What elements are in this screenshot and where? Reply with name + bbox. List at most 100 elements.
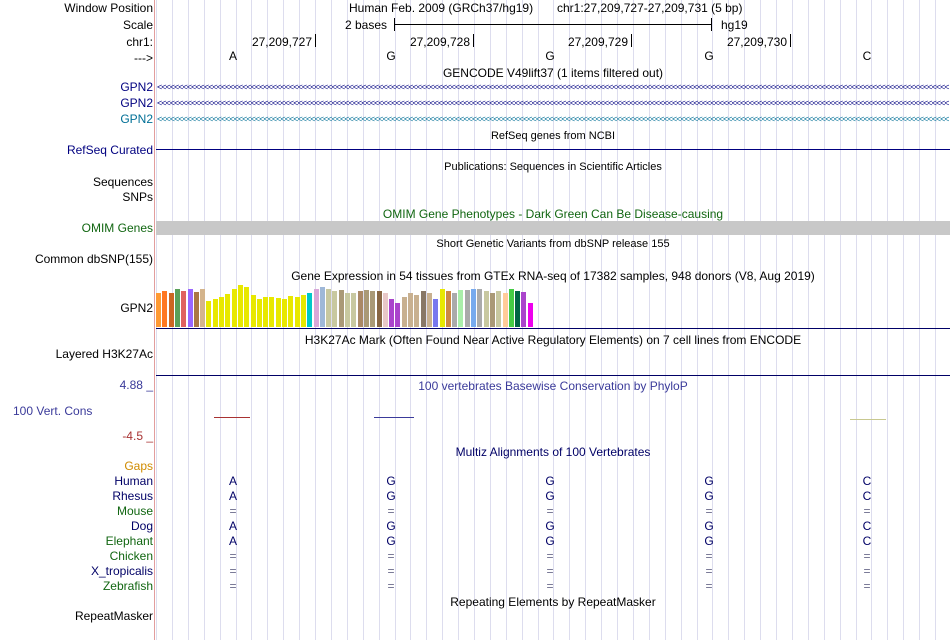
gtex-tissue-bar[interactable] bbox=[363, 290, 369, 327]
gtex-tissue-bar[interactable] bbox=[483, 291, 489, 327]
gtex-tissue-bar[interactable] bbox=[156, 293, 161, 327]
gtex-tissue-bar[interactable] bbox=[389, 299, 395, 327]
species-label[interactable]: Zebrafish bbox=[102, 579, 153, 593]
species-label[interactable]: Chicken bbox=[109, 549, 153, 563]
gtex-tissue-bar[interactable] bbox=[439, 289, 445, 327]
gtex-tissue-bar[interactable] bbox=[200, 289, 206, 327]
ruler-position: 27,209,729 bbox=[567, 35, 628, 49]
gtex-tissue-bar[interactable] bbox=[244, 287, 250, 327]
gtex-tissue-bar[interactable] bbox=[458, 290, 464, 327]
phylop-label[interactable]: 100 Vert. Cons bbox=[13, 404, 93, 418]
layered-h3k27ac-label[interactable]: Layered H3K27Ac bbox=[55, 347, 153, 361]
gtex-tissue-bar[interactable] bbox=[313, 289, 319, 327]
gtex-tissue-bar[interactable] bbox=[181, 291, 187, 327]
gtex-tissue-bar[interactable] bbox=[307, 293, 313, 327]
omim-gene-bar[interactable] bbox=[156, 221, 950, 235]
species-label[interactable]: Dog bbox=[130, 519, 153, 533]
publications-track-title[interactable]: Publications: Sequences in Scientific Ar… bbox=[444, 161, 662, 173]
gtex-tissue-bar[interactable] bbox=[376, 291, 382, 327]
gtex-tissue-bar[interactable] bbox=[508, 289, 514, 327]
gtex-tissue-bar[interactable] bbox=[496, 291, 502, 327]
gtex-tissue-bar[interactable] bbox=[288, 296, 294, 327]
gtex-tissue-bar[interactable] bbox=[332, 291, 338, 327]
gtex-tissue-bar[interactable] bbox=[326, 289, 332, 327]
gtex-tissue-bar[interactable] bbox=[426, 293, 432, 327]
window-coords[interactable]: chr1:27,209,727-27,209,731 (5 bp) bbox=[557, 1, 743, 15]
gtex-tissue-bar[interactable] bbox=[471, 289, 476, 327]
phylop-track-title[interactable]: 100 vertebrates Basewise Conservation by… bbox=[418, 379, 688, 393]
gtex-tissue-bar[interactable] bbox=[174, 289, 180, 327]
multiz-track-title[interactable]: Multiz Alignments of 100 Vertebrates bbox=[455, 445, 651, 459]
gtex-tissue-bar[interactable] bbox=[357, 291, 363, 327]
species-label[interactable]: Mouse bbox=[116, 504, 153, 518]
gtex-tissue-bar[interactable] bbox=[225, 294, 231, 327]
gtex-tissue-bar[interactable] bbox=[433, 299, 439, 327]
gtex-tissue-bar[interactable] bbox=[263, 297, 269, 327]
gtex-tissue-bar[interactable] bbox=[345, 293, 350, 327]
gtex-expression-bars[interactable] bbox=[156, 285, 950, 327]
gtex-tissue-bar[interactable] bbox=[269, 297, 275, 327]
dbsnp-track-title[interactable]: Short Genetic Variants from dbSNP releas… bbox=[436, 238, 670, 250]
gtex-tissue-bar[interactable] bbox=[408, 293, 413, 327]
gtex-tissue-bar[interactable] bbox=[477, 289, 483, 327]
gtex-tissue-bar[interactable] bbox=[382, 293, 388, 327]
gencode-track-title[interactable]: GENCODE V49lift37 (1 items filtered out) bbox=[442, 66, 664, 80]
refseq-curated-label[interactable]: RefSeq Curated bbox=[66, 143, 153, 157]
gtex-tissue-bar[interactable] bbox=[168, 293, 174, 327]
gtex-tissue-bar[interactable] bbox=[282, 299, 287, 327]
gtex-tissue-bar[interactable] bbox=[515, 291, 521, 327]
gtex-track-title[interactable]: Gene Expression in 54 tissues from GTEx … bbox=[291, 269, 815, 283]
gtex-tissue-bar[interactable] bbox=[300, 295, 306, 327]
gaps-label[interactable]: Gaps bbox=[124, 459, 153, 473]
gtex-tissue-bar[interactable] bbox=[527, 303, 533, 327]
gencode-item-label-2[interactable]: GPN2 bbox=[120, 96, 153, 110]
gtex-tissue-bar[interactable] bbox=[275, 298, 281, 327]
omim-genes-label[interactable]: OMIM Genes bbox=[81, 221, 153, 235]
refseq-transcript-line[interactable] bbox=[156, 149, 950, 150]
gencode-transcript-2[interactable]: <<<<<<<<<<<<<<<<<<<<<<<<<<<<<<<<<<<<<<<<… bbox=[157, 99, 949, 108]
species-label[interactable]: Rhesus bbox=[112, 489, 153, 503]
gtex-tissue-bar[interactable] bbox=[237, 285, 243, 327]
species-label[interactable]: Human bbox=[114, 474, 153, 488]
gtex-tissue-bar[interactable] bbox=[452, 293, 458, 327]
gtex-tissue-bar[interactable] bbox=[219, 297, 224, 327]
refseq-track-title[interactable]: RefSeq genes from NCBI bbox=[490, 130, 616, 142]
sequences-label[interactable]: Sequences bbox=[92, 175, 153, 189]
gtex-tissue-bar[interactable] bbox=[521, 292, 527, 327]
snps-label[interactable]: SNPs bbox=[122, 190, 153, 204]
gtex-tissue-bar[interactable] bbox=[187, 289, 193, 327]
gtex-tissue-bar[interactable] bbox=[294, 297, 300, 327]
h3k27ac-track-title[interactable]: H3K27Ac Mark (Often Found Near Active Re… bbox=[304, 333, 802, 347]
gencode-transcript-3[interactable]: <<<<<<<<<<<<<<<<<<<<<<<<<<<<<<<<<<<<<<<<… bbox=[157, 115, 949, 124]
common-dbsnp-label[interactable]: Common dbSNP(155) bbox=[34, 252, 153, 266]
gtex-tissue-bar[interactable] bbox=[212, 299, 218, 327]
gtex-tissue-bar[interactable] bbox=[395, 303, 401, 327]
gencode-item-label-1[interactable]: GPN2 bbox=[120, 80, 153, 94]
gencode-transcript-1[interactable]: <<<<<<<<<<<<<<<<<<<<<<<<<<<<<<<<<<<<<<<<… bbox=[157, 83, 949, 92]
species-label[interactable]: Elephant bbox=[105, 534, 153, 548]
species-label[interactable]: X_tropicalis bbox=[90, 564, 153, 578]
gtex-tissue-bar[interactable] bbox=[420, 291, 426, 327]
gencode-item-label-3[interactable]: GPN2 bbox=[120, 112, 153, 126]
gtex-tissue-bar[interactable] bbox=[162, 291, 168, 327]
repeatmasker-label[interactable]: RepeatMasker bbox=[74, 609, 153, 623]
gtex-gene-label[interactable]: GPN2 bbox=[120, 301, 153, 315]
gtex-tissue-bar[interactable] bbox=[231, 289, 237, 327]
gtex-tissue-bar[interactable] bbox=[250, 295, 256, 327]
gtex-tissue-bar[interactable] bbox=[401, 297, 407, 327]
gtex-tissue-bar[interactable] bbox=[206, 301, 212, 327]
repeatmasker-track-title[interactable]: Repeating Elements by RepeatMasker bbox=[450, 595, 656, 609]
gtex-tissue-bar[interactable] bbox=[502, 293, 508, 327]
alignment-base: G bbox=[545, 489, 555, 503]
gtex-tissue-bar[interactable] bbox=[338, 290, 344, 327]
gtex-tissue-bar[interactable] bbox=[489, 293, 495, 327]
gtex-tissue-bar[interactable] bbox=[351, 293, 357, 327]
gtex-tissue-bar[interactable] bbox=[319, 287, 325, 327]
omim-track-title[interactable]: OMIM Gene Phenotypes - Dark Green Can Be… bbox=[382, 207, 724, 221]
gtex-tissue-bar[interactable] bbox=[256, 299, 262, 327]
gtex-tissue-bar[interactable] bbox=[464, 290, 470, 327]
gtex-tissue-bar[interactable] bbox=[193, 292, 199, 327]
gtex-tissue-bar[interactable] bbox=[414, 295, 420, 327]
gtex-tissue-bar[interactable] bbox=[370, 291, 376, 327]
gtex-tissue-bar[interactable] bbox=[445, 291, 451, 327]
